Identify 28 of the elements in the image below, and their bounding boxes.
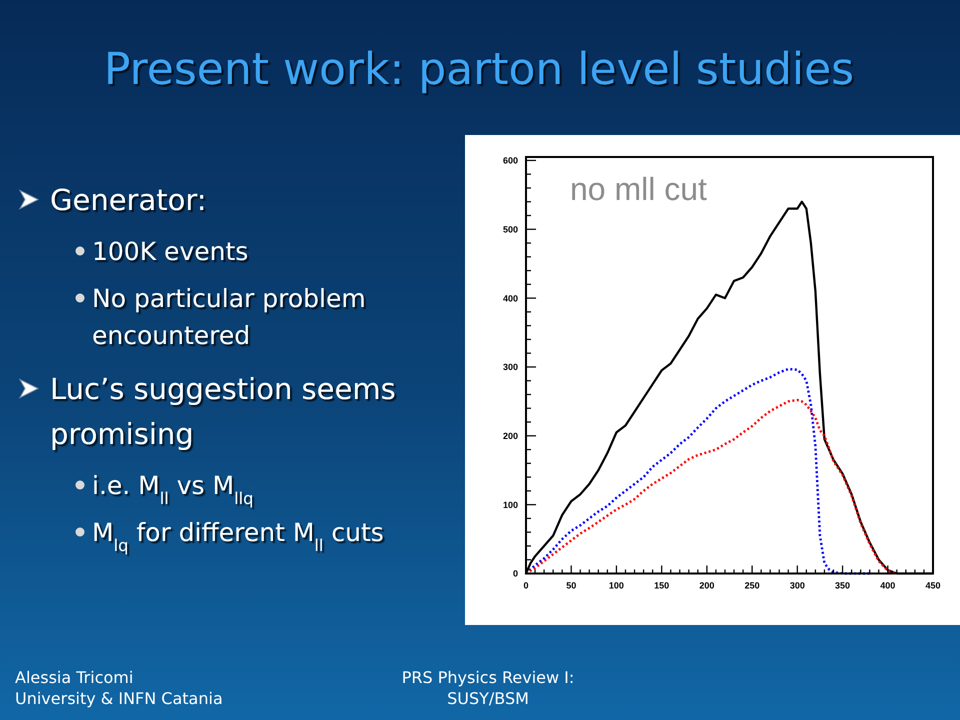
x-tick-label: 50	[566, 580, 576, 590]
x-tick-label: 250	[744, 580, 760, 590]
text: i.e. M$_{ll}$ vs M$_{llq}$	[92, 471, 254, 508]
x-tick-label: 300	[790, 580, 805, 590]
x-tick-label: 400	[880, 580, 896, 590]
x-tick-label: 350	[835, 580, 850, 590]
y-tick-label: 300	[502, 362, 518, 372]
y-tick-label: 100	[502, 500, 518, 510]
annotation: no mll cut	[570, 171, 708, 207]
text: PRS Physics Review I: SUSY/BSM	[402, 668, 574, 708]
text: 100K events	[92, 237, 248, 266]
x-tick-label: 450	[925, 580, 941, 590]
y-tick-label: 500	[502, 224, 518, 234]
text: University & INFN Catania	[15, 689, 223, 708]
y-tick-label: 0	[512, 568, 518, 579]
y-tick-label: 400	[502, 293, 518, 304]
y-tick-label: 200	[502, 430, 518, 441]
chart-title: Present work: parton level studies	[104, 44, 854, 95]
text: No particular problem encountered	[92, 284, 366, 350]
x-tick-label: 100	[608, 580, 624, 590]
text: Alessia Tricomi	[15, 668, 134, 687]
text: Generator:	[50, 183, 207, 217]
x-tick-label: 0	[523, 580, 529, 590]
text: M$_{lq}$ for different M$_{ll}$ cuts	[92, 518, 384, 554]
y-tick-label: 600	[502, 156, 518, 166]
x-tick-label: 150	[654, 580, 670, 590]
text: Luc’s suggestion seems promising	[50, 372, 396, 451]
x-tick-label: 200	[699, 580, 714, 590]
